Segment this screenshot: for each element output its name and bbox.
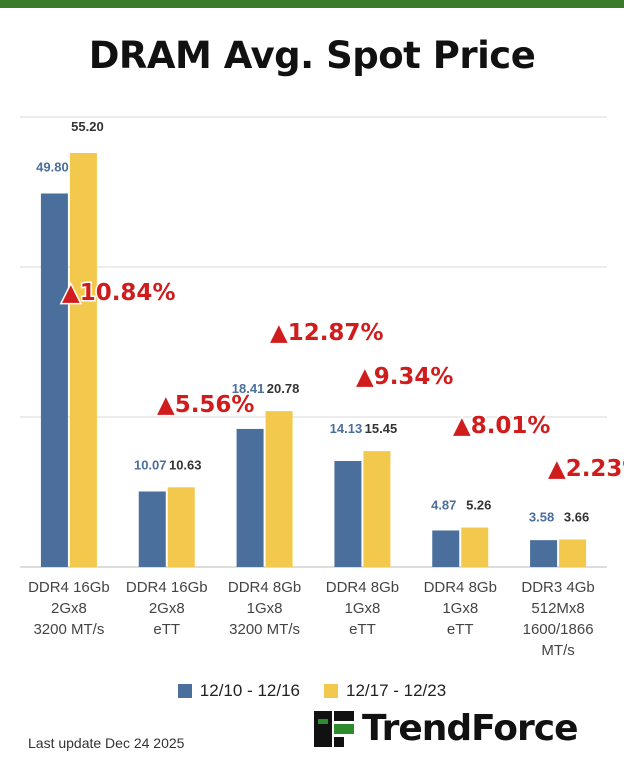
category-label-4-2: eTT <box>447 621 474 638</box>
category-label-3-0: DDR4 8Gb <box>326 579 399 596</box>
category-label-5-3: MT/s <box>541 642 574 659</box>
data-label-series-2-4: 5.26 <box>466 498 491 513</box>
legend-swatch-series-2 <box>324 684 338 698</box>
change-label-4: ▲8.01% <box>453 413 550 439</box>
category-label-0-1: 2Gx8 <box>51 600 87 617</box>
bar-series-1-0 <box>40 193 68 567</box>
data-label-series-2-1: 10.63 <box>169 457 202 472</box>
category-label-3-1: 1Gx8 <box>344 600 380 617</box>
bar-chart: 49.80 55.20 ▲10.84% DDR4 16Gb 2Gx8 3200 MT/s 1… <box>20 116 624 659</box>
legend-swatch-series-1 <box>177 684 192 698</box>
bar-series-1-5 <box>530 540 558 567</box>
category-label-1-2: eTT <box>153 621 180 638</box>
category-label-2-1: 1Gx8 <box>247 600 283 617</box>
category-label-0-0: DDR4 16Gb <box>28 579 110 596</box>
trendforce-logo-text: TrendForce <box>362 708 579 749</box>
chart-title: DRAM Avg. Spot Price <box>88 34 536 77</box>
bar-series-1-3 <box>334 461 362 567</box>
category-label-4-1: 1Gx8 <box>442 600 478 617</box>
data-label-series-1-4: 4.87 <box>431 498 456 513</box>
change-label-2: ▲12.87% <box>270 320 383 346</box>
data-label-series-2-2: 20.78 <box>267 381 300 396</box>
legend-item-series-2: 12/17 - 12/23 <box>324 681 446 701</box>
change-label-0: ▲10.84% <box>62 280 175 306</box>
last-update-text: Last update Dec 24 2025 <box>28 735 185 751</box>
category-label-5-1: 512Mx8 <box>531 600 584 617</box>
data-label-series-1-3: 14.13 <box>330 421 363 436</box>
bar-series-2-3 <box>363 451 391 567</box>
category-label-2-0: DDR4 8Gb <box>228 579 301 596</box>
bar-series-2-0 <box>69 153 97 567</box>
data-label-series-1-2: 18.41 <box>232 381 265 396</box>
trendforce-logo: TrendForce <box>312 708 579 749</box>
bar-series-1-4 <box>432 530 460 567</box>
data-label-series-2-0: 55.20 <box>71 119 104 134</box>
data-label-series-1-5: 3.58 <box>529 510 554 525</box>
top-accent-bar <box>0 0 624 8</box>
category-label-5-2: 1600/1866 <box>523 621 594 638</box>
change-label-5: ▲2.23% <box>548 456 624 482</box>
change-label-3: ▲9.34% <box>356 364 453 390</box>
bar-series-1-1 <box>138 491 166 567</box>
data-label-series-2-3: 15.45 <box>365 421 398 436</box>
bar-series-2-2 <box>265 411 293 567</box>
legend-label-series-2: 12/17 - 12/23 <box>346 681 447 700</box>
data-label-series-1-0: 49.80 <box>36 160 69 175</box>
category-label-1-1: 2Gx8 <box>149 600 185 617</box>
category-label-0-2: 3200 MT/s <box>33 621 104 638</box>
legend-label-series-1: 12/10 - 12/16 <box>199 681 300 700</box>
data-label-series-2-5: 3.66 <box>564 510 589 525</box>
bar-series-1-2 <box>236 428 264 567</box>
category-label-4-0: DDR4 8Gb <box>424 579 497 596</box>
category-label-5-0: DDR3 4Gb <box>521 579 594 596</box>
category-label-2-2: 3200 MT/s <box>229 621 300 638</box>
legend-item-series-1: 12/10 - 12/16 <box>177 681 300 701</box>
category-label-3-2: eTT <box>349 621 376 638</box>
trendforce-logo-mark-icon <box>314 710 354 747</box>
legend: 12/10 - 12/16 12/17 - 12/23 <box>0 681 624 701</box>
bar-series-2-4 <box>461 527 489 567</box>
bar-series-2-1 <box>167 487 195 567</box>
category-label-1-0: DDR4 16Gb <box>126 579 208 596</box>
data-label-series-1-1: 10.07 <box>134 457 167 472</box>
change-label-1: ▲5.56% <box>157 392 254 418</box>
bar-series-2-5 <box>559 539 587 567</box>
